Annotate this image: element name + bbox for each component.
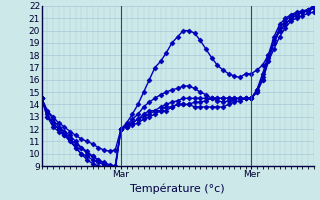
X-axis label: Température (°c): Température (°c): [130, 183, 225, 194]
